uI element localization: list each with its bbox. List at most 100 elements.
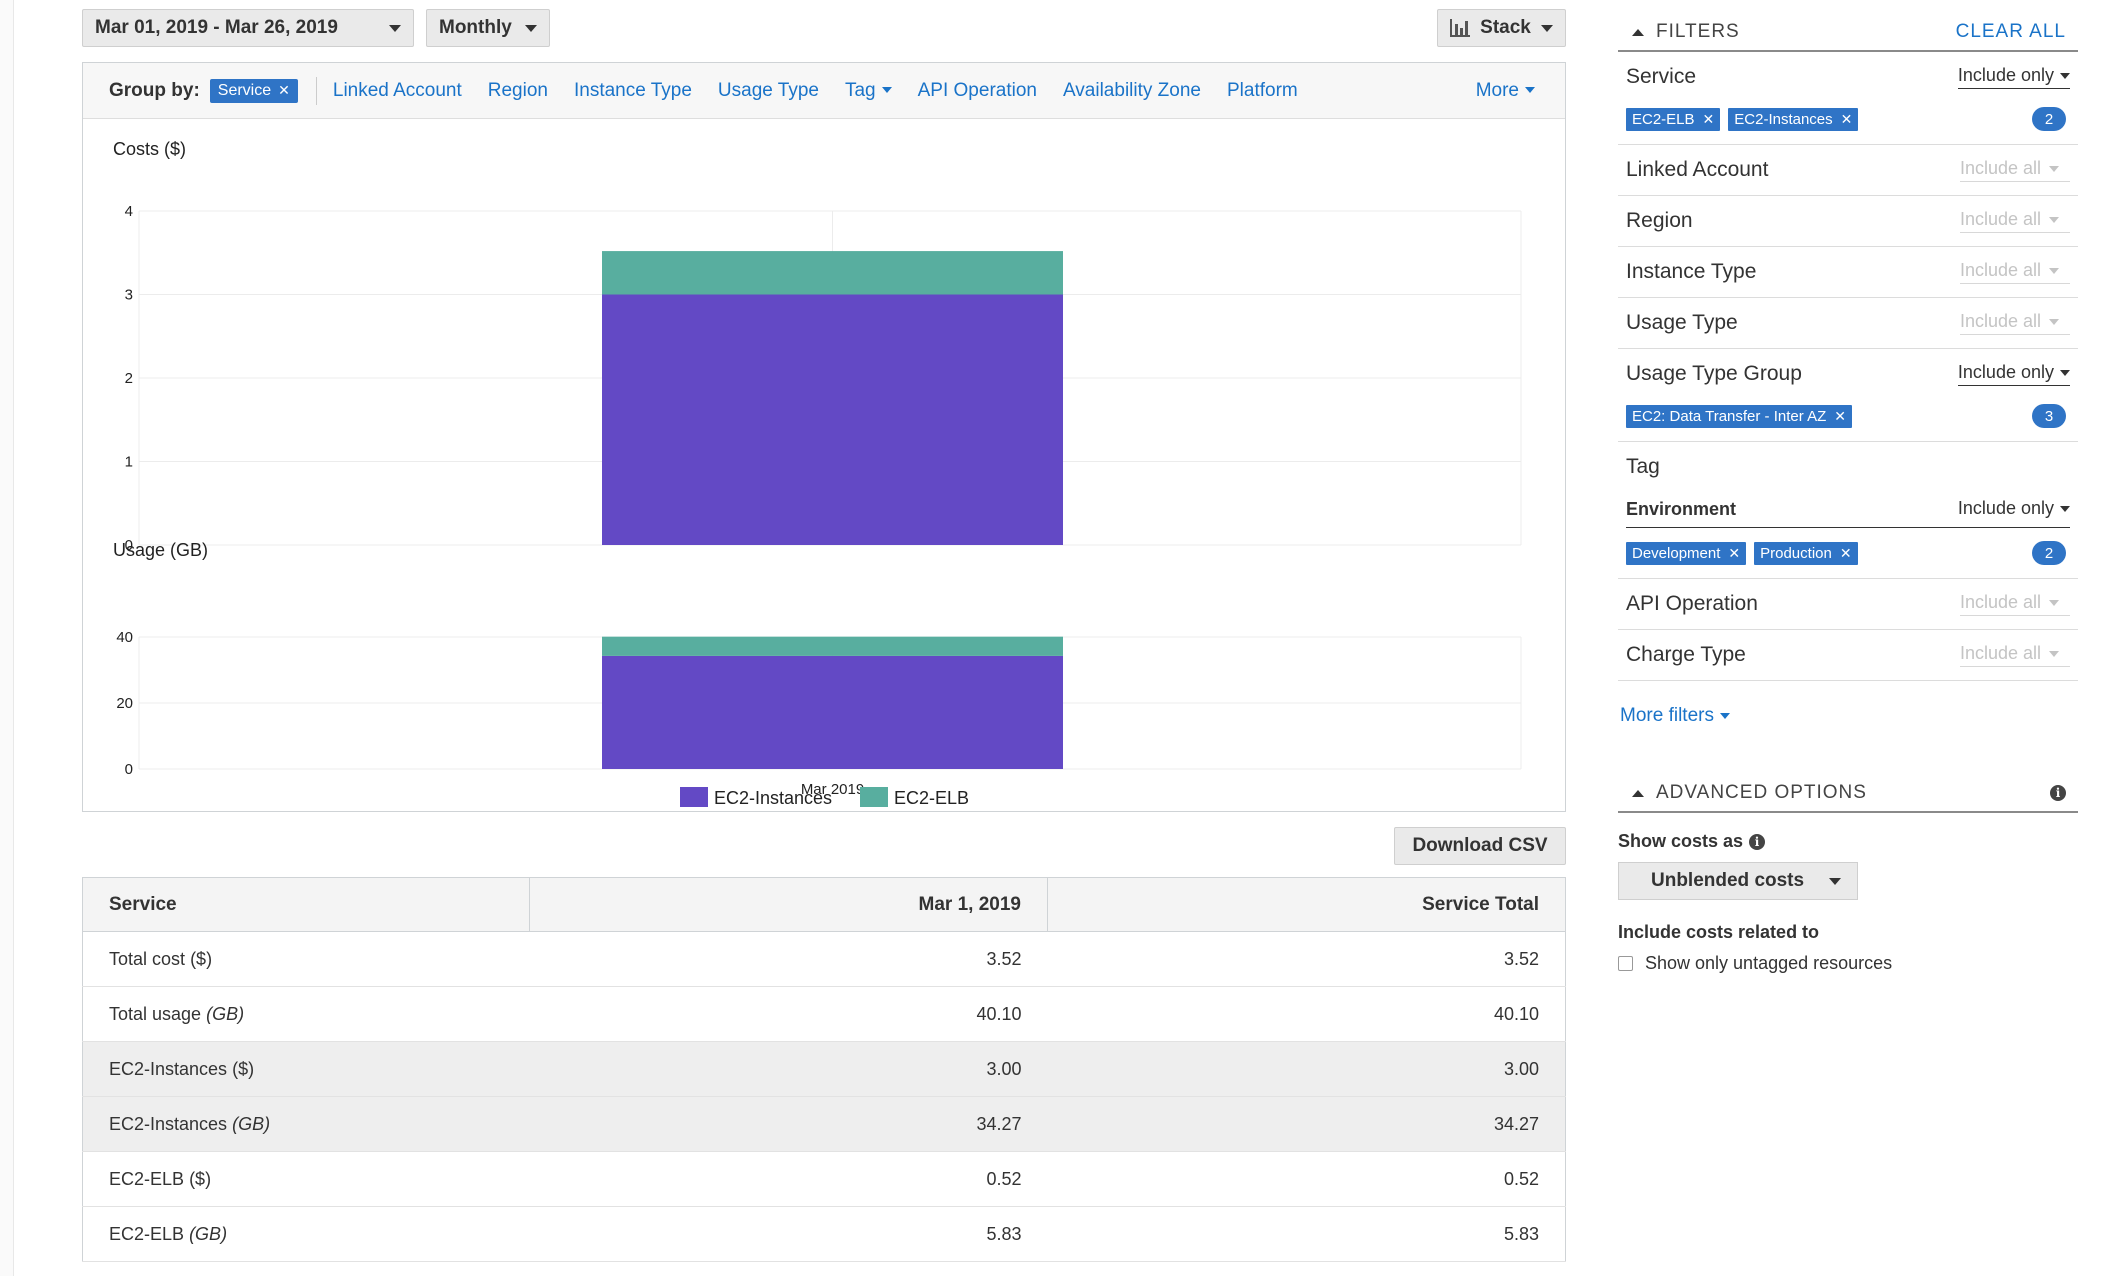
row-value-date: 34.27 — [529, 1096, 1048, 1152]
include-all-label: Include all — [1960, 209, 2042, 229]
include-all-label: Include all — [1960, 592, 2042, 612]
chevron-down-icon — [1540, 24, 1553, 32]
tag-key-name: Environment — [1626, 499, 1737, 519]
filter-name: Instance Type — [1626, 260, 1757, 283]
date-range-picker[interactable]: Mar 01, 2019 - Mar 26, 2019 — [82, 9, 414, 47]
include-all-dropdown[interactable]: Include all — [1960, 260, 2070, 284]
table-header-date[interactable]: Mar 1, 2019 — [529, 877, 1048, 932]
include-all-dropdown[interactable]: Include all — [1960, 643, 2070, 667]
filter-token[interactable]: EC2-Instances ✕ — [1728, 107, 1859, 131]
row-unit: (GB) — [232, 1113, 271, 1134]
table-row: EC2-Instances (GB) 34.27 34.27 — [82, 1096, 1566, 1152]
untagged-checkbox[interactable] — [1618, 956, 1633, 971]
row-value-total: 0.52 — [1047, 1151, 1566, 1207]
filters-title: FILTERS — [1656, 21, 1740, 42]
group-by-platform[interactable]: Platform — [1226, 79, 1298, 101]
group-by-tag[interactable]: Tag — [845, 80, 892, 102]
group-by-usage-type[interactable]: Usage Type — [717, 79, 819, 101]
row-value-date: 5.83 — [529, 1206, 1048, 1262]
close-icon[interactable]: ✕ — [1840, 110, 1853, 127]
row-unit: ($) — [232, 1058, 255, 1079]
row-label-text: EC2-Instances — [109, 1058, 228, 1079]
group-by-availability-zone[interactable]: Availability Zone — [1062, 79, 1201, 101]
advanced-options-toggle[interactable]: ADVANCED OPTIONS — [1632, 782, 1867, 804]
group-by-region[interactable]: Region — [487, 79, 548, 101]
table-header-total[interactable]: Service Total — [1047, 877, 1566, 932]
download-csv-button[interactable]: Download CSV — [1394, 827, 1566, 865]
include-only-dropdown[interactable]: Include only — [1957, 362, 2070, 386]
group-by-more[interactable]: More — [1476, 80, 1535, 102]
row-value-date: 0.52 — [529, 1151, 1048, 1207]
row-label: EC2-Instances (GB) — [82, 1096, 530, 1152]
row-value-total: 40.10 — [1047, 986, 1566, 1042]
more-filters-link[interactable]: More filters — [1618, 681, 2078, 733]
chevron-down-icon — [389, 24, 401, 32]
info-icon[interactable]: i — [1749, 833, 1766, 850]
filter-name: Tag — [1626, 455, 1660, 478]
include-only-label: Include only — [1957, 362, 2054, 382]
filters-toggle[interactable]: FILTERS — [1632, 21, 1740, 43]
chevron-down-icon — [2060, 369, 2070, 376]
token-label: EC2-ELB — [1632, 110, 1695, 128]
granularity-dropdown[interactable]: Monthly — [426, 9, 550, 47]
y-tick-label: 3 — [125, 287, 133, 304]
include-all-dropdown[interactable]: Include all — [1960, 158, 2070, 182]
info-icon[interactable]: i — [2050, 785, 2066, 801]
include-only-dropdown[interactable]: Include only — [1958, 498, 2070, 521]
filter-token[interactable]: Production ✕ — [1754, 541, 1858, 565]
chart-title: Usage (GB) — [113, 540, 208, 560]
include-all-dropdown[interactable]: Include all — [1960, 209, 2070, 233]
include-only-dropdown[interactable]: Include only — [1957, 65, 2070, 89]
filter-service: Service Include only EC2-ELB ✕ EC2-Instan… — [1618, 52, 2078, 145]
table-row: EC2-ELB (GB) 5.83 5.83 — [82, 1206, 1566, 1262]
costs-type-dropdown[interactable]: Unblended costs — [1618, 862, 1858, 900]
filter-token[interactable]: Development ✕ — [1626, 541, 1747, 565]
filter-api-operation: API Operation Include all — [1618, 579, 2078, 630]
filters-header: FILTERS CLEAR ALL — [1618, 14, 2078, 52]
chart-panel: Group by: Service ✕ Linked Account Regio… — [82, 62, 1566, 812]
filter-name: API Operation — [1626, 592, 1758, 615]
group-by-instance-type[interactable]: Instance Type — [573, 79, 692, 101]
untagged-checkbox-row[interactable]: Show only untagged resources — [1618, 953, 2078, 974]
chevron-down-icon — [881, 87, 892, 94]
filter-name: Linked Account — [1626, 158, 1769, 181]
chevron-down-icon — [1829, 877, 1841, 885]
table-row: EC2-ELB ($) 0.52 0.52 — [82, 1151, 1566, 1207]
close-icon[interactable]: ✕ — [1728, 544, 1741, 561]
group-by-bar: Group by: Service ✕ Linked Account Regio… — [83, 63, 1565, 119]
include-all-dropdown[interactable]: Include all — [1960, 311, 2070, 335]
bar-ec2-elb — [602, 636, 1063, 656]
y-tick-label: 20 — [116, 695, 133, 712]
chart-style-value: Stack — [1480, 17, 1531, 38]
close-icon[interactable]: ✕ — [278, 82, 290, 98]
y-tick-label: 2 — [125, 370, 133, 387]
bar-ec2-elb — [602, 251, 1063, 295]
cost-table: Service Mar 1, 2019 Service Total Total … — [82, 877, 1566, 1262]
filter-token[interactable]: EC2: Data Transfer - Inter AZ ✕ — [1626, 404, 1852, 428]
advanced-options-title: ADVANCED OPTIONS — [1656, 782, 1867, 803]
include-all-dropdown[interactable]: Include all — [1960, 592, 2070, 616]
chevron-down-icon — [2060, 505, 2070, 512]
row-value-total: 3.52 — [1047, 931, 1566, 987]
close-icon[interactable]: ✕ — [1834, 407, 1846, 424]
filter-token[interactable]: EC2-ELB ✕ — [1626, 107, 1721, 131]
bar-ec2-instances — [602, 294, 1063, 545]
filter-name: Region — [1626, 209, 1693, 232]
row-value-total: 3.00 — [1047, 1041, 1566, 1097]
row-label: Total usage (GB) — [82, 986, 530, 1042]
group-by-active-token[interactable]: Service ✕ — [209, 78, 298, 103]
group-by-api-operation[interactable]: API Operation — [917, 79, 1037, 101]
filter-name: Usage Type — [1626, 311, 1738, 334]
row-value-total: 5.83 — [1047, 1206, 1566, 1262]
chart-style-dropdown[interactable]: Stack — [1437, 9, 1566, 47]
table-row: Total usage (GB) 40.10 40.10 — [82, 986, 1566, 1042]
close-icon[interactable]: ✕ — [1702, 110, 1715, 127]
group-by-linked-account[interactable]: Linked Account — [332, 79, 462, 101]
table-header-service[interactable]: Service — [82, 877, 530, 932]
filter-charge-type: Charge Type Include all — [1618, 630, 2078, 681]
close-icon[interactable]: ✕ — [1839, 544, 1852, 561]
untagged-label: Show only untagged resources — [1645, 953, 1893, 973]
x-tick-label: Mar 2019 — [801, 781, 864, 798]
clear-all-link[interactable]: CLEAR ALL — [1955, 21, 2066, 42]
